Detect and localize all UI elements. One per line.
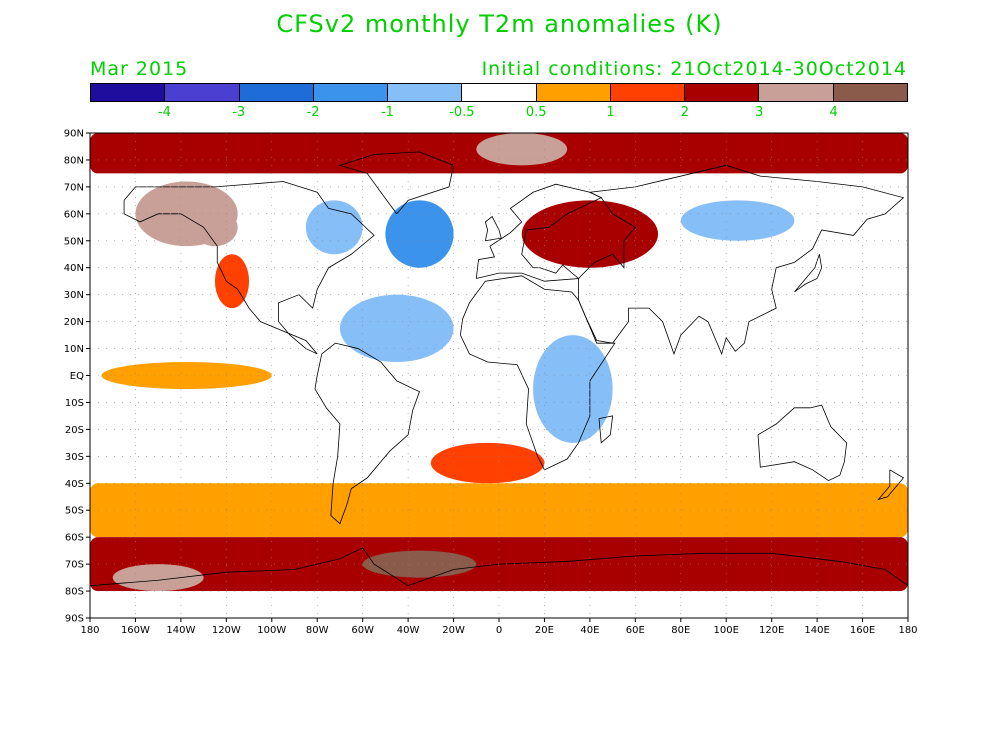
lon-label: 60W — [351, 625, 374, 636]
legend-label: 1 — [606, 105, 615, 120]
legend-label: -1 — [380, 105, 394, 120]
lat-label: 10N — [64, 344, 84, 355]
lat-label: 90S — [65, 614, 84, 625]
lon-label: 180 — [80, 625, 99, 636]
lon-label: 140W — [166, 625, 195, 636]
lon-label: 20E — [535, 625, 554, 636]
legend-swatch — [759, 84, 834, 101]
legend-label: 2 — [680, 105, 690, 120]
anomaly-fills — [90, 133, 908, 592]
legend-label: 4 — [829, 105, 838, 120]
lon-label: 180 — [898, 625, 917, 636]
initial-conditions-label: Initial conditions: 21Oct2014-30Oct2014 — [481, 58, 907, 80]
anomaly-region-canada-west-core — [192, 208, 238, 247]
legend-swatch — [536, 84, 611, 101]
coastlines — [90, 151, 908, 587]
coastline — [484, 215, 502, 242]
legend-swatch — [165, 84, 240, 101]
lat-label: 80N — [64, 155, 84, 166]
coastline — [578, 164, 905, 356]
coastline — [123, 181, 375, 355]
lon-label: 80E — [671, 625, 690, 636]
lon-label: 160W — [121, 625, 150, 636]
legend-swatch — [685, 84, 760, 101]
lat-label: 40N — [64, 263, 84, 274]
legend-label: 0.5 — [525, 105, 547, 120]
lat-label: 80S — [65, 587, 84, 598]
legend-swatch — [610, 84, 686, 101]
anomaly-region-weddell-sea — [362, 550, 477, 578]
lon-label: 40E — [580, 625, 599, 636]
lat-label: 70S — [65, 560, 84, 571]
coastline — [877, 469, 905, 501]
lat-label: 20S — [65, 425, 84, 436]
anomaly-region-ross-region — [112, 564, 204, 592]
lon-label: 160E — [850, 625, 875, 636]
lon-label: 60E — [626, 625, 645, 636]
anomaly-region-canada-east — [305, 200, 363, 255]
lon-label: 40W — [397, 625, 420, 636]
lat-label: EQ — [70, 371, 84, 382]
legend-swatch — [239, 84, 314, 101]
coastline — [794, 254, 823, 293]
coastline — [314, 342, 420, 525]
legend-label: 3 — [755, 105, 764, 120]
legend-label: -4 — [157, 105, 171, 120]
lat-label: 30S — [65, 452, 84, 463]
axis-labels: 90N 80N 70N 60N 50N 40N 30N 20N 10N EQ 10S 20S 30S 40… — [64, 129, 918, 637]
anomaly-region-tropical-atlantic — [339, 294, 454, 363]
lat-label: 70N — [64, 182, 84, 193]
lon-label: 80W — [306, 625, 329, 636]
anomaly-region-greenland-north — [476, 133, 568, 166]
lon-label: 20W — [442, 625, 465, 636]
coastline — [338, 151, 455, 215]
legend-label: -2 — [306, 105, 320, 120]
legend-label: -3 — [232, 105, 246, 120]
coastline — [90, 547, 908, 587]
lon-label: 120W — [212, 625, 241, 636]
anomaly-region-north-atlantic — [385, 200, 454, 268]
lon-label: 100W — [257, 625, 286, 636]
legend-swatch — [388, 84, 463, 101]
anomaly-region-eastern-europe — [521, 200, 659, 268]
gridlines — [90, 133, 908, 618]
lat-label: 50N — [64, 236, 84, 247]
legend-swatch — [313, 84, 389, 101]
anomaly-region-siberia — [680, 200, 795, 241]
coastline — [598, 415, 614, 444]
lat-label: 90N — [64, 129, 84, 140]
lon-label: 140E — [804, 625, 829, 636]
coastline — [459, 275, 616, 471]
valid-month-label: Mar 2015 — [90, 58, 189, 80]
lat-label: 50S — [65, 506, 84, 517]
lat-label: 60N — [64, 209, 84, 220]
legend-swatch — [462, 84, 537, 101]
lat-label: 10S — [65, 398, 84, 409]
anomaly-region-south-atlantic — [430, 442, 545, 484]
map-title: CFSv2 monthly T2m anomalies (K) — [276, 10, 723, 38]
lat-label: 20N — [64, 317, 84, 328]
lon-label: 0 — [496, 625, 502, 636]
legend-label: -0.5 — [449, 105, 475, 120]
lon-label: 120E — [759, 625, 784, 636]
anomaly-region-east-africa — [533, 335, 613, 443]
legend-swatch — [91, 84, 166, 101]
lat-label: 30N — [64, 290, 84, 301]
lon-label: 100E — [714, 625, 739, 636]
lat-label: 60S — [65, 533, 84, 544]
coastline — [757, 404, 848, 482]
lat-label: 40S — [65, 479, 84, 490]
legend-swatch — [833, 84, 907, 101]
color-legend — [90, 83, 908, 102]
